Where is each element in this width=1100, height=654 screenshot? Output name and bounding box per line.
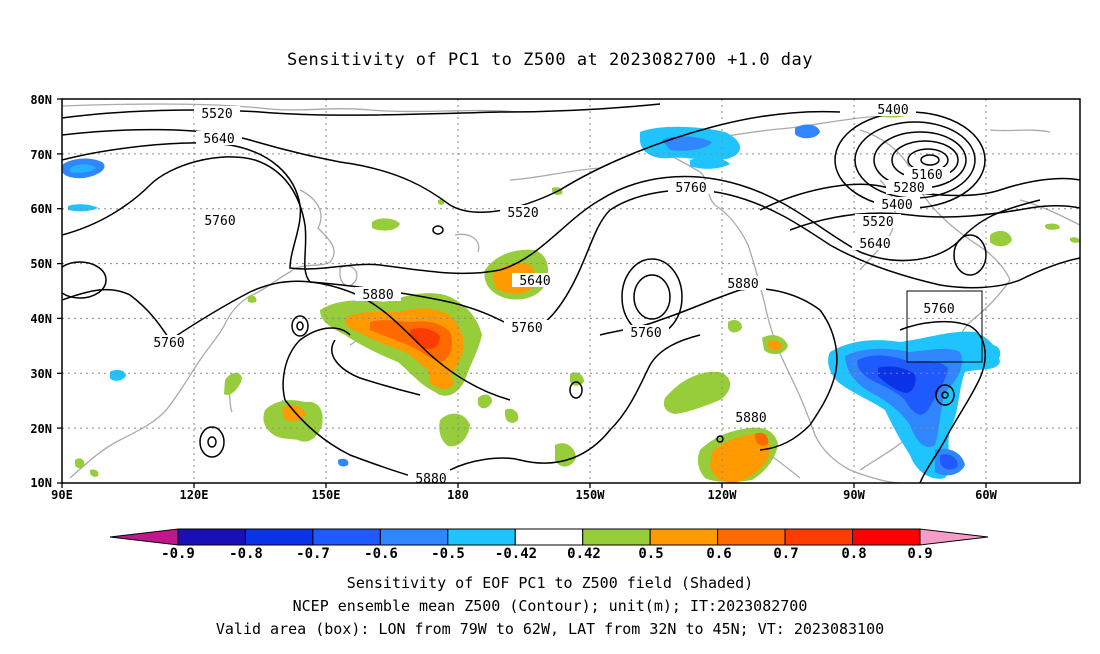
contour-label: 5760	[197, 213, 243, 229]
lat-tick-label: 20N	[30, 422, 52, 436]
gridlines	[62, 99, 1080, 483]
colorbar-label: -0.8	[229, 546, 263, 562]
svg-text:5880: 5880	[415, 472, 446, 487]
svg-text:5760: 5760	[511, 321, 542, 336]
svg-text:5880: 5880	[727, 277, 758, 292]
colorbar-label: -0.5	[431, 546, 465, 562]
colorbar-label: 0.5	[638, 546, 663, 562]
colorbar-label: 0.42	[567, 546, 601, 562]
contour-label: 5880	[728, 410, 774, 426]
contour-label: 5880	[355, 287, 401, 303]
colorbar-label: 0.8	[841, 546, 866, 562]
colorbar-labels: -0.9 -0.8 -0.7 -0.6 -0.5 -0.42 0.42 0.5 …	[161, 546, 933, 562]
lat-tick-label: 30N	[30, 367, 52, 381]
lat-tick-label: 50N	[30, 257, 52, 271]
shading-layer	[62, 111, 1080, 483]
footer-line-valid-area: Valid area (box): LON from 79W to 62W, L…	[215, 620, 885, 638]
longitude-labels: 90E 120E 150E 180 150W 120W 90W 60W	[51, 488, 997, 502]
svg-text:5640: 5640	[203, 132, 234, 147]
colorbar-swatch	[312, 528, 381, 546]
contour-label: 5400	[870, 102, 916, 118]
contour-label: 5520	[855, 214, 901, 230]
colorbar-label: 0.6	[706, 546, 731, 562]
contour-label: 5760	[668, 180, 714, 196]
colorbar-low-cap	[109, 528, 179, 546]
contour-label: 5520	[500, 205, 546, 221]
contour-label: 5640	[852, 236, 898, 252]
colorbar-swatch	[244, 528, 314, 546]
contour-label: 5760	[146, 335, 192, 351]
svg-text:5520: 5520	[201, 107, 232, 122]
colorbar-label: -0.6	[364, 546, 398, 562]
contour-label: 5880	[408, 471, 454, 487]
footer-line-contour: NCEP ensemble mean Z500 (Contour); unit(…	[292, 597, 808, 615]
lat-tick-label: 70N	[30, 148, 52, 162]
contour-label: 5760	[504, 320, 550, 336]
lon-tick-label: 90W	[843, 488, 865, 502]
contour-label: 5280	[886, 180, 932, 196]
lat-tick-label: 40N	[30, 312, 52, 326]
contour-labels: 5400 5520 5640 5760 5160 5280 5400 5520 …	[146, 102, 962, 487]
valid-area-box	[906, 290, 983, 363]
figure-title: Sensitivity of PC1 to Z500 at 2023082700…	[286, 50, 813, 70]
svg-text:5520: 5520	[507, 206, 538, 221]
footer-line-shading: Sensitivity of EOF PC1 to Z500 field (Sh…	[346, 574, 754, 592]
colorbar-swatch	[649, 528, 719, 546]
svg-text:5640: 5640	[859, 237, 890, 252]
lon-tick-label: 120W	[708, 488, 738, 502]
lon-tick-label: 150E	[312, 488, 341, 502]
colorbar-swatch	[177, 528, 246, 546]
contour-label: 5520	[194, 106, 240, 122]
svg-text:5760: 5760	[153, 336, 184, 351]
svg-text:5760: 5760	[675, 181, 706, 196]
colorbar: -0.9 -0.8 -0.7 -0.6 -0.5 -0.42 0.42 0.5 …	[109, 528, 989, 562]
svg-text:5760: 5760	[923, 302, 954, 317]
lat-tick-label: 80N	[30, 93, 52, 107]
contour-label: 5640	[512, 273, 558, 289]
svg-text:5880: 5880	[362, 288, 393, 303]
contour-label: 5760	[916, 301, 962, 317]
svg-text:5160: 5160	[911, 168, 942, 183]
colorbar-label: -0.42	[495, 546, 537, 562]
lon-tick-label: 180	[447, 488, 469, 502]
latitude-labels: 80N 70N 60N 50N 40N 30N 20N 10N	[30, 93, 52, 490]
lon-tick-label: 120E	[180, 488, 209, 502]
colorbar-swatch	[784, 528, 854, 546]
colorbar-swatch	[447, 528, 516, 546]
contour-label: 5160	[904, 167, 950, 183]
svg-text:5280: 5280	[893, 181, 924, 196]
colorbar-high-cap	[919, 528, 989, 546]
svg-text:5760: 5760	[204, 214, 235, 229]
svg-text:5400: 5400	[877, 103, 908, 118]
map-frame	[61, 98, 1081, 484]
colorbar-swatch	[514, 528, 584, 546]
svg-text:5520: 5520	[862, 215, 893, 230]
colorbar-label: -0.9	[161, 546, 195, 562]
svg-text:5760: 5760	[630, 326, 661, 341]
colorbar-swatch	[379, 528, 449, 546]
svg-text:5400: 5400	[881, 198, 912, 213]
lon-tick-label: 60W	[975, 488, 997, 502]
svg-text:5880: 5880	[735, 411, 766, 426]
lat-tick-label: 10N	[30, 476, 52, 490]
colorbar-label: 0.9	[907, 546, 932, 562]
colorbar-label: 0.7	[773, 546, 798, 562]
colorbar-swatch	[582, 528, 651, 546]
contour-label: 5760	[623, 325, 669, 341]
svg-text:5640: 5640	[519, 274, 550, 289]
lon-tick-label: 150W	[576, 488, 606, 502]
contour-label: 5400	[874, 197, 920, 213]
axis-ticks	[57, 98, 987, 488]
colorbar-swatch	[852, 528, 921, 546]
colorbar-label: -0.7	[296, 546, 330, 562]
colorbar-boxes	[177, 528, 921, 546]
contour-label: 5880	[720, 276, 766, 292]
lat-tick-label: 60N	[30, 202, 52, 216]
lon-tick-label: 90E	[51, 488, 73, 502]
colorbar-swatch	[717, 528, 786, 546]
contour-label: 5640	[196, 131, 242, 147]
